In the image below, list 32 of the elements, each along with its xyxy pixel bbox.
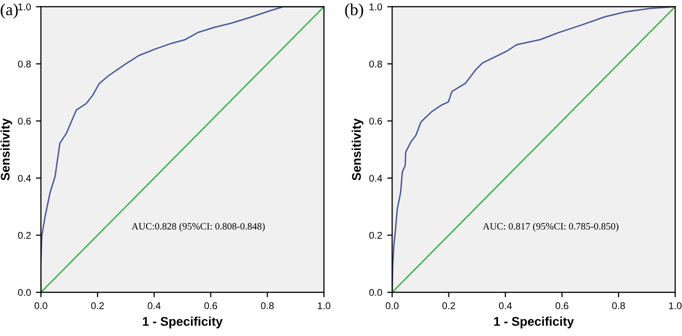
y-tick-label: 0.6 — [18, 118, 31, 125]
x-axis-title: 1 - Specificity — [494, 316, 574, 328]
x-tick-label: 1.0 — [318, 302, 330, 310]
y-tick-label: 1.0 — [18, 3, 31, 10]
y-tick-label: 0.2 — [18, 232, 31, 239]
x-tick-label: 0.0 — [34, 302, 48, 310]
y-tick-label: 0.2 — [369, 232, 382, 239]
x-tick-label: 0.6 — [556, 302, 568, 310]
y-tick-label: 0.8 — [369, 60, 382, 68]
x-tick-label: 0.2 — [91, 302, 104, 310]
y-tick-label: 0.0 — [369, 289, 382, 296]
y-tick-label: 1.0 — [370, 3, 382, 10]
x-tick-label: 0.8 — [612, 302, 625, 310]
annotation: AUC:0.828 (95%CI: 0.808-0.848) — [132, 222, 265, 232]
x-tick-label: 0.4 — [148, 302, 161, 310]
annotation: AUC: 0.817 (95%CI: 0.785-0.850) — [482, 222, 618, 232]
y-tick-label: 0.6 — [369, 118, 382, 125]
x-tick-label: 0.6 — [204, 302, 218, 310]
chart-title: (b) — [345, 4, 364, 19]
x-tick-label: 0.2 — [442, 302, 456, 310]
y-tick-label: 0.4 — [18, 174, 31, 182]
x-tick-label: 0.0 — [386, 302, 399, 310]
chart-title: (a) — [0, 4, 18, 19]
y-tick-label: 0.8 — [18, 60, 31, 68]
y-axis-title: Sensitivity — [352, 118, 364, 180]
x-tick-label: 1.0 — [669, 302, 682, 310]
x-tick-label: 0.8 — [260, 302, 274, 310]
x-axis-title: 1 - Specificity — [142, 316, 223, 328]
y-tick-label: 0.4 — [369, 174, 382, 182]
y-tick-label: 0.0 — [18, 289, 31, 296]
y-axis-title: Sensitivity — [0, 118, 12, 180]
x-tick-label: 0.4 — [498, 302, 512, 310]
